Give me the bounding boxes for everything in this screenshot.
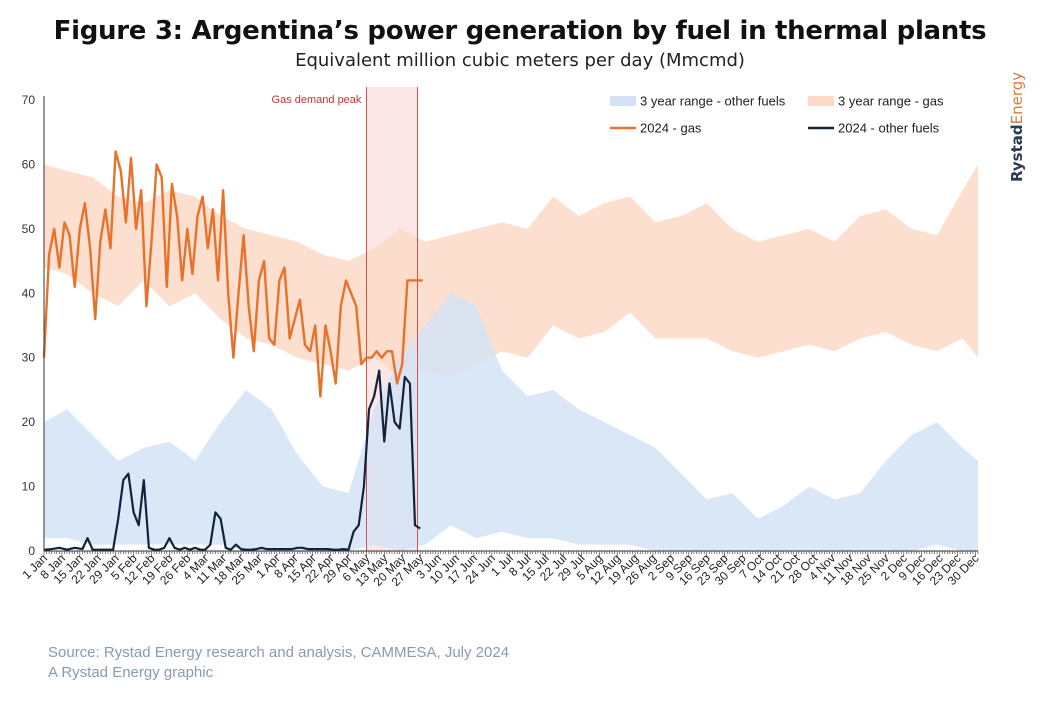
legend-item: 3 year range - other fuels bbox=[610, 94, 786, 109]
y-tick-label: 50 bbox=[22, 222, 36, 236]
gas-range-area bbox=[44, 164, 978, 377]
y-tick-label: 40 bbox=[22, 286, 36, 300]
chart-title: Figure 3: Argentina’s power generation b… bbox=[53, 16, 987, 46]
other-fuels-2024-line bbox=[43, 369, 421, 551]
chart-subtitle: Equivalent million cubic meters per day … bbox=[295, 50, 745, 71]
y-tick-label: 30 bbox=[22, 351, 36, 365]
brand-logo: RystadEnergy bbox=[1008, 72, 1026, 182]
legend-swatch bbox=[610, 96, 636, 106]
gas-2024-line bbox=[42, 150, 423, 398]
credit-text: A Rystad Energy graphic bbox=[48, 664, 214, 681]
peak-label: Gas demand peak bbox=[272, 94, 362, 106]
legend-item: 3 year range - gas bbox=[808, 94, 944, 109]
y-tick-label: 10 bbox=[22, 480, 36, 494]
legend-label: 2024 - other fuels bbox=[838, 121, 940, 136]
y-tick-label: 60 bbox=[22, 157, 36, 171]
legend-item: 2024 - other fuels bbox=[808, 121, 940, 136]
brand-text-energy: Energy bbox=[1008, 71, 1026, 125]
legend-label: 3 year range - other fuels bbox=[640, 94, 786, 109]
legend-item: 2024 - gas bbox=[610, 121, 702, 136]
y-tick-label: 20 bbox=[22, 415, 36, 429]
source-note: Source: Rystad Energy research and analy… bbox=[48, 643, 509, 683]
y-tick-label: 0 bbox=[28, 544, 35, 558]
other-fuels-range-area bbox=[44, 293, 978, 551]
legend-label: 2024 - gas bbox=[640, 121, 702, 136]
legend-swatch bbox=[808, 96, 834, 106]
y-tick-label: 70 bbox=[22, 93, 36, 107]
legend-label: 3 year range - gas bbox=[838, 94, 944, 109]
brand-text-rystad: Rystad bbox=[1008, 124, 1026, 182]
source-text: Source: Rystad Energy research and analy… bbox=[48, 644, 510, 661]
